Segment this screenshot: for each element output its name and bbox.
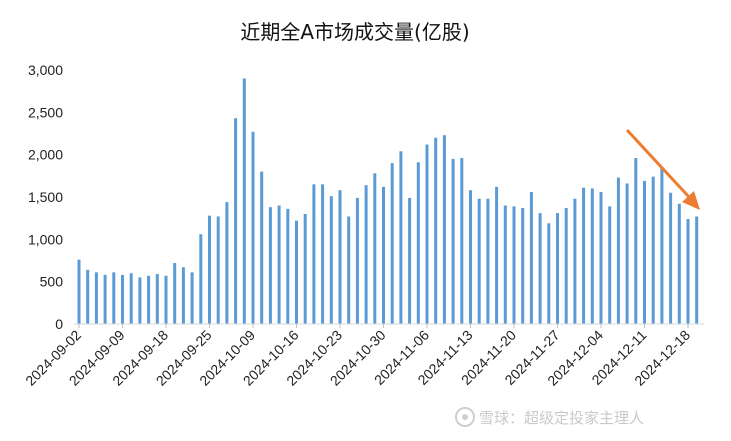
bar: [669, 192, 673, 324]
x-axis: 2024-09-022024-09-092024-09-182024-09-25…: [22, 324, 693, 389]
bar: [695, 216, 699, 324]
bar: [260, 171, 264, 324]
bar: [529, 191, 533, 324]
bar: [451, 158, 455, 324]
bar: [573, 198, 577, 324]
bar: [686, 219, 690, 324]
bar: [521, 208, 525, 324]
bar: [94, 272, 98, 324]
bar: [251, 131, 255, 324]
y-tick-label: 0: [55, 316, 63, 332]
y-tick-label: 500: [40, 274, 64, 290]
y-tick-label: 2,500: [28, 104, 63, 120]
bar: [408, 197, 412, 324]
bar: [242, 78, 246, 324]
bar: [268, 207, 272, 324]
bar: [277, 205, 281, 324]
bar: [382, 186, 385, 324]
bar: [512, 206, 516, 324]
bar: [121, 274, 124, 324]
bar: [286, 208, 290, 324]
bar: [538, 213, 542, 324]
bar: [582, 187, 586, 324]
bar: [643, 180, 646, 324]
snowball-logo-icon-inner: [462, 414, 468, 420]
bar: [190, 272, 194, 324]
bar: [173, 263, 177, 324]
y-tick-label: 1,000: [28, 231, 63, 247]
y-axis: 0 500 1,000 1,500 2,000 2,500 3,000: [28, 62, 63, 332]
bar: [86, 269, 90, 324]
bar: [208, 215, 211, 324]
bar: [355, 197, 359, 324]
bar: [77, 259, 81, 324]
chart-title: 近期全A市场成交量(亿股): [240, 20, 469, 44]
bar: [556, 213, 559, 324]
trend-arrow-line: [625, 128, 691, 199]
bar: [477, 198, 481, 324]
bar: [399, 151, 403, 324]
bar: [390, 163, 394, 324]
bar: [303, 213, 307, 324]
bar: [181, 267, 185, 324]
bar: [164, 275, 168, 324]
bar: [486, 198, 490, 324]
bar: [625, 183, 629, 324]
bar: [442, 135, 446, 324]
bar: [103, 274, 107, 324]
bar: [216, 216, 220, 324]
bar: [321, 184, 325, 324]
y-tick-label: 3,000: [28, 62, 63, 78]
trend-arrow-head: [682, 191, 700, 210]
bar: [425, 144, 429, 324]
bar: [503, 205, 507, 324]
bar: [634, 158, 638, 324]
bar: [225, 202, 229, 324]
bar: [155, 274, 159, 324]
bar: [564, 208, 568, 324]
bar: [199, 234, 203, 324]
y-tick-label: 2,000: [28, 147, 63, 163]
bar: [147, 275, 151, 324]
bar: [364, 185, 368, 324]
bar: [616, 177, 620, 324]
bar: [651, 176, 655, 324]
bar: [347, 216, 351, 324]
bar: [416, 162, 420, 324]
bar: [329, 196, 333, 324]
y-tick-label: 1,500: [28, 189, 63, 205]
bar: [112, 272, 116, 324]
bar: [338, 190, 342, 324]
bar: [608, 206, 612, 324]
bar: [373, 173, 377, 324]
watermark: 雪球：超级定投家主理人: [455, 407, 644, 427]
bar: [434, 137, 438, 324]
bar: [295, 220, 298, 324]
bars: [77, 78, 699, 324]
bar: [660, 167, 664, 324]
bar: [677, 203, 681, 324]
bar: [599, 191, 603, 324]
bar: [460, 158, 464, 324]
trend-arrow: [625, 128, 700, 210]
snowball-logo-icon: [455, 407, 475, 427]
bar: [138, 277, 142, 324]
bar: [590, 188, 594, 324]
bar: [312, 184, 316, 324]
watermark-text: 雪球：超级定投家主理人: [479, 409, 644, 427]
bar: [495, 186, 499, 324]
bar: [234, 118, 238, 324]
bar: [129, 273, 133, 324]
bar: [469, 190, 472, 324]
bar: [547, 223, 551, 324]
